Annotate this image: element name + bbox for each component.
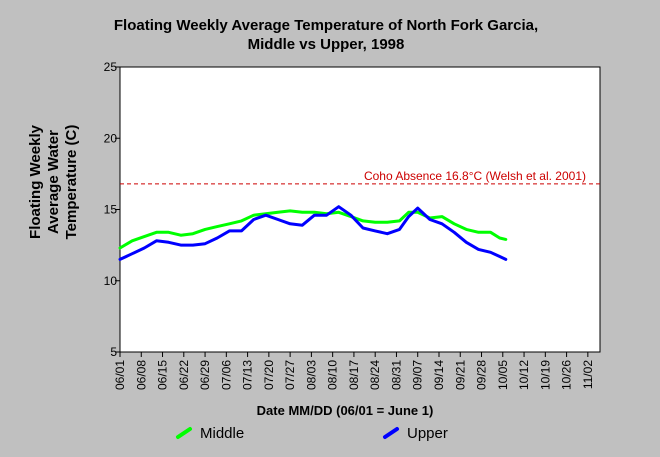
y-tick-label: 25 [104, 60, 118, 74]
legend-swatch-upper [383, 427, 399, 439]
x-tick-label: 06/15 [156, 360, 170, 390]
x-tick-label: 07/27 [283, 360, 297, 390]
x-tick-label: 07/06 [219, 360, 233, 390]
legend: Middle Upper [176, 425, 448, 442]
y-tick-label: 10 [104, 274, 118, 288]
y-axis: 5 10 15 20 25 [104, 60, 120, 359]
x-tick-label: 10/19 [538, 360, 552, 390]
y-tick-label: 5 [110, 345, 117, 359]
coho-absence-threshold-label: Coho Absence 16.8°C (Welsh et al. 2001) [364, 169, 586, 183]
plot-area [119, 66, 601, 353]
x-tick-label: 08/17 [347, 360, 361, 390]
series-line-middle [118, 209, 508, 250]
y-axis-label-line: Temperature (C) [63, 125, 80, 240]
x-tick-label: 08/10 [326, 360, 340, 390]
legend-label-upper: Upper [407, 425, 448, 442]
x-tick-label: 07/13 [241, 360, 255, 390]
x-axis-label: Date MM/DD (06/01 = June 1) [257, 403, 434, 418]
y-tick-label: 20 [104, 131, 118, 145]
x-tick-label: 10/26 [560, 360, 574, 390]
series-group [118, 205, 508, 261]
x-tick-label: 08/03 [304, 360, 318, 390]
chart-title-line: Floating Weekly Average Temperature of N… [114, 17, 538, 34]
chart-title-line: Middle vs Upper, 1998 [248, 36, 405, 53]
reference-line-group: Coho Absence 16.8°C (Welsh et al. 2001) [120, 169, 600, 185]
x-tick-label: 08/24 [368, 360, 382, 390]
y-tick-label: 15 [104, 203, 118, 217]
x-tick-label: 06/01 [113, 360, 127, 390]
series-line-upper [118, 205, 508, 261]
x-tick-label: 09/21 [453, 360, 467, 390]
x-tick-label: 06/22 [177, 360, 191, 390]
chart-title: Floating Weekly Average Temperature of N… [114, 17, 538, 53]
x-tick-label: 06/29 [198, 360, 212, 390]
legend-swatch-middle [176, 427, 192, 439]
y-axis-label-line: Average Water [45, 130, 62, 234]
x-tick-label: 07/20 [262, 360, 276, 390]
x-tick-label: 11/02 [581, 360, 595, 389]
x-tick-label: 10/12 [517, 360, 531, 390]
x-axis: 06/01 06/08 06/15 06/22 06/29 07/06 07/13 07/20… [113, 352, 595, 390]
y-axis-label-line: Floating Weekly [27, 124, 44, 239]
y-axis-label: Floating Weekly Average Water Temperature … [27, 124, 80, 239]
x-tick-label: 09/07 [411, 360, 425, 390]
legend-label-middle: Middle [200, 425, 244, 442]
x-tick-label: 09/14 [432, 360, 446, 390]
x-tick-label: 08/31 [389, 360, 403, 390]
x-tick-label: 06/08 [134, 360, 148, 390]
x-tick-label: 10/05 [496, 360, 510, 390]
x-tick-label: 09/28 [475, 360, 489, 390]
